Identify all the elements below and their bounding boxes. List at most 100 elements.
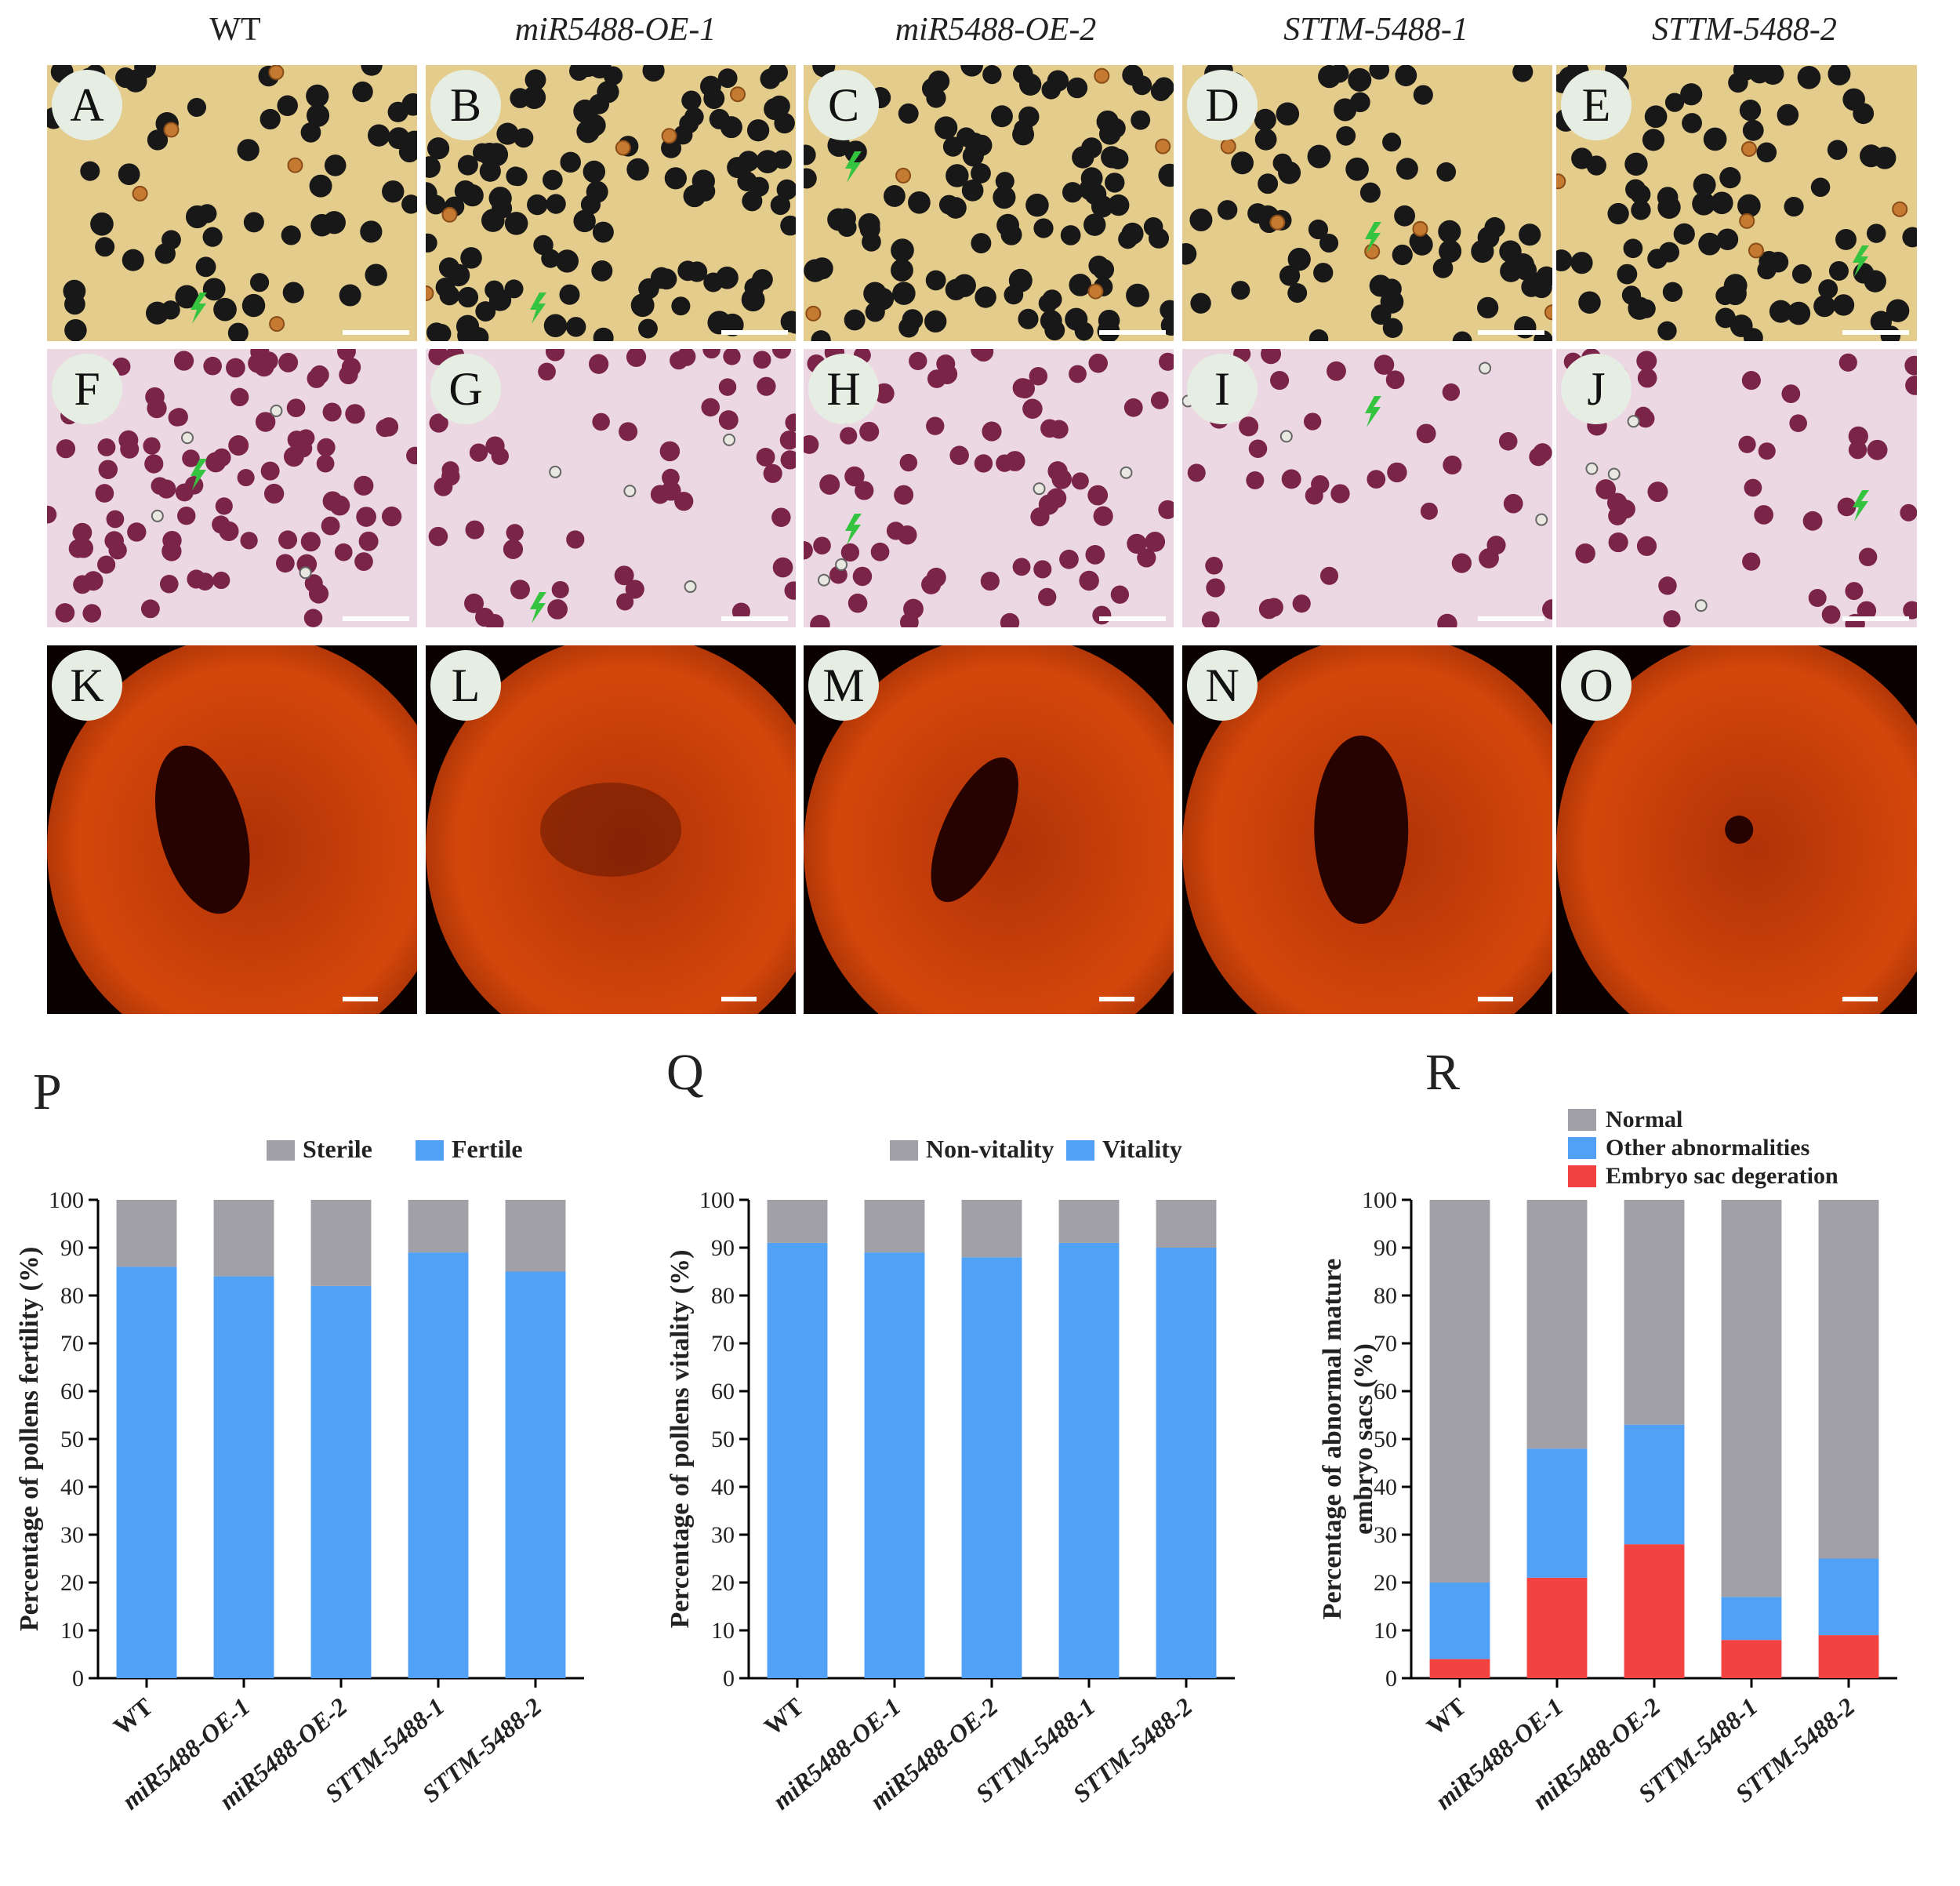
bar-segment — [1429, 1200, 1490, 1583]
bar-segment — [1429, 1583, 1490, 1659]
bar-segment — [1818, 1635, 1879, 1678]
bar-segment — [310, 1200, 372, 1286]
y-tick-label: 40 — [1374, 1474, 1397, 1500]
y-tick-label: 10 — [1374, 1618, 1397, 1644]
panel-n: N — [1182, 645, 1552, 1014]
bar-segment — [1721, 1640, 1782, 1678]
bar-segment — [1156, 1200, 1217, 1248]
micrograph-image — [804, 349, 1174, 627]
panel-o: O — [1556, 645, 1917, 1014]
column-title-mir5488-oe-2: miR5488-OE-2 — [895, 12, 1097, 48]
y-tick-label: 100 — [1362, 1187, 1397, 1213]
y-tick-label: 80 — [711, 1283, 735, 1309]
bar-segment — [1526, 1577, 1588, 1678]
micrograph-image — [47, 65, 417, 341]
micrograph-image — [1182, 65, 1552, 341]
bar-segment — [1818, 1200, 1879, 1559]
micrograph-image — [426, 645, 796, 1014]
y-tick-label: 20 — [711, 1570, 735, 1596]
legend-swatch — [1568, 1137, 1596, 1159]
legend-swatch — [1066, 1140, 1094, 1161]
legend-label: Non-vitality — [926, 1135, 1054, 1163]
panel-letter-o: O — [1561, 650, 1632, 721]
bar-segment — [310, 1285, 372, 1678]
y-tick-label: 20 — [60, 1570, 84, 1596]
bar-segment — [1526, 1448, 1588, 1578]
y-axis-label: Percentage of pollens fertility (%) — [15, 1247, 44, 1631]
bar-segment — [505, 1200, 566, 1272]
panel-l: L — [426, 645, 796, 1014]
bar-segment — [961, 1200, 1022, 1258]
panel-m: M — [804, 645, 1174, 1014]
column-title-sttm-5488-1: STTM-5488-1 — [1283, 12, 1468, 48]
bar-segment — [1624, 1424, 1685, 1545]
x-tick-label: WT — [107, 1692, 158, 1741]
column-title-mir5488-oe-1: miR5488-OE-1 — [514, 12, 717, 48]
bar-segment — [1058, 1200, 1120, 1243]
y-tick-label: 10 — [60, 1618, 84, 1644]
panel-letter-j: J — [1561, 354, 1632, 424]
bar-segment — [408, 1200, 469, 1253]
y-tick-label: 90 — [1374, 1235, 1397, 1261]
bar-segment — [116, 1200, 177, 1267]
y-tick-label: 80 — [1374, 1283, 1397, 1309]
x-tick-label: WT — [1421, 1692, 1471, 1741]
y-tick-label: 20 — [1374, 1570, 1397, 1596]
panel-d: D — [1182, 65, 1552, 341]
chart-pollen-vitality: 0 10 20 30 40 50 60 70 80 90 100 Percentage of poll… — [651, 1098, 1301, 1882]
y-tick-label: 70 — [711, 1331, 735, 1357]
y-tick-label: 40 — [60, 1474, 84, 1500]
y-tick-label: 0 — [1385, 1666, 1397, 1692]
y-tick-label: 60 — [711, 1379, 735, 1405]
bar-segment — [767, 1200, 828, 1243]
y-tick-label: 50 — [711, 1426, 735, 1452]
bar-segment — [1818, 1558, 1879, 1636]
bar-segment — [408, 1252, 469, 1678]
panel-f: F — [47, 349, 417, 627]
panel-letter-c: C — [808, 70, 879, 140]
panel-letter-d: D — [1187, 70, 1258, 140]
chart-pollen-fertility: 0 10 20 30 40 50 60 70 80 90 100 Percentage of poll… — [0, 1098, 651, 1882]
legend-label: Embryo sac degeration — [1606, 1163, 1838, 1189]
panel-letter-f: F — [52, 354, 122, 424]
legend-label: Vitality — [1102, 1135, 1182, 1163]
bar-segment — [864, 1200, 925, 1253]
bar-segment — [1624, 1544, 1685, 1678]
y-tick-label: 30 — [1374, 1522, 1397, 1548]
bar-segment — [1624, 1200, 1685, 1425]
panel-letter-k: K — [52, 650, 122, 721]
y-tick-label: 70 — [1374, 1331, 1397, 1357]
y-tick-label: 80 — [60, 1283, 84, 1309]
y-tick-label: 0 — [72, 1666, 84, 1692]
legend-swatch — [1568, 1165, 1596, 1187]
panel-g: G — [426, 349, 796, 627]
bar-segment — [213, 1200, 274, 1277]
panel-h: H — [804, 349, 1174, 627]
bar-segment — [1058, 1242, 1120, 1678]
y-tick-label: 100 — [49, 1187, 84, 1213]
legend-label: Normal — [1606, 1107, 1682, 1132]
y-tick-label: 30 — [711, 1522, 735, 1548]
panel-letter-b: B — [430, 70, 501, 140]
y-tick-label: 60 — [1374, 1379, 1397, 1405]
micrograph-image — [1182, 645, 1552, 1014]
y-tick-label: 100 — [699, 1187, 735, 1213]
panel-k: K — [47, 645, 417, 1014]
panel-letter-m: M — [808, 650, 879, 721]
y-tick-label: 60 — [60, 1379, 84, 1405]
bar-segment — [767, 1242, 828, 1678]
legend-swatch — [890, 1140, 918, 1161]
panel-letter-r: R — [1425, 1044, 1461, 1101]
y-axis-label: Percentage of abnormal mature — [1318, 1259, 1347, 1619]
micrograph-image — [426, 65, 796, 341]
y-tick-label: 10 — [711, 1618, 735, 1644]
x-tick-label: WT — [758, 1692, 808, 1741]
chart-embryo-sacs: 0 10 20 30 40 50 60 70 80 90 100 Percentage of abno… — [1301, 1098, 1960, 1882]
y-tick-label: 40 — [711, 1474, 735, 1500]
bar-segment — [961, 1257, 1022, 1678]
panel-letter-g: G — [430, 354, 501, 424]
bar-segment — [505, 1271, 566, 1678]
panel-c: C — [804, 65, 1174, 341]
column-title-sttm-5488-2: STTM-5488-2 — [1652, 12, 1837, 48]
panel-letter-q: Q — [666, 1044, 704, 1101]
